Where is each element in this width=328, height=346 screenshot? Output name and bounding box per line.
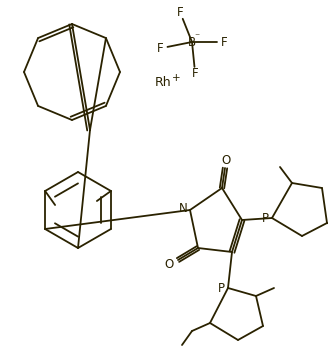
Text: F: F [192,67,198,80]
Text: O: O [221,154,231,166]
Text: Rh: Rh [155,75,171,89]
Text: B: B [188,36,196,48]
Text: F: F [221,36,227,48]
Text: F: F [177,6,183,19]
Text: +: + [172,73,180,83]
Text: ⁻: ⁻ [195,32,199,42]
Text: P: P [261,211,269,225]
Text: P: P [217,282,224,294]
Text: O: O [164,257,174,271]
Text: F: F [157,42,164,55]
Text: N: N [179,202,187,216]
